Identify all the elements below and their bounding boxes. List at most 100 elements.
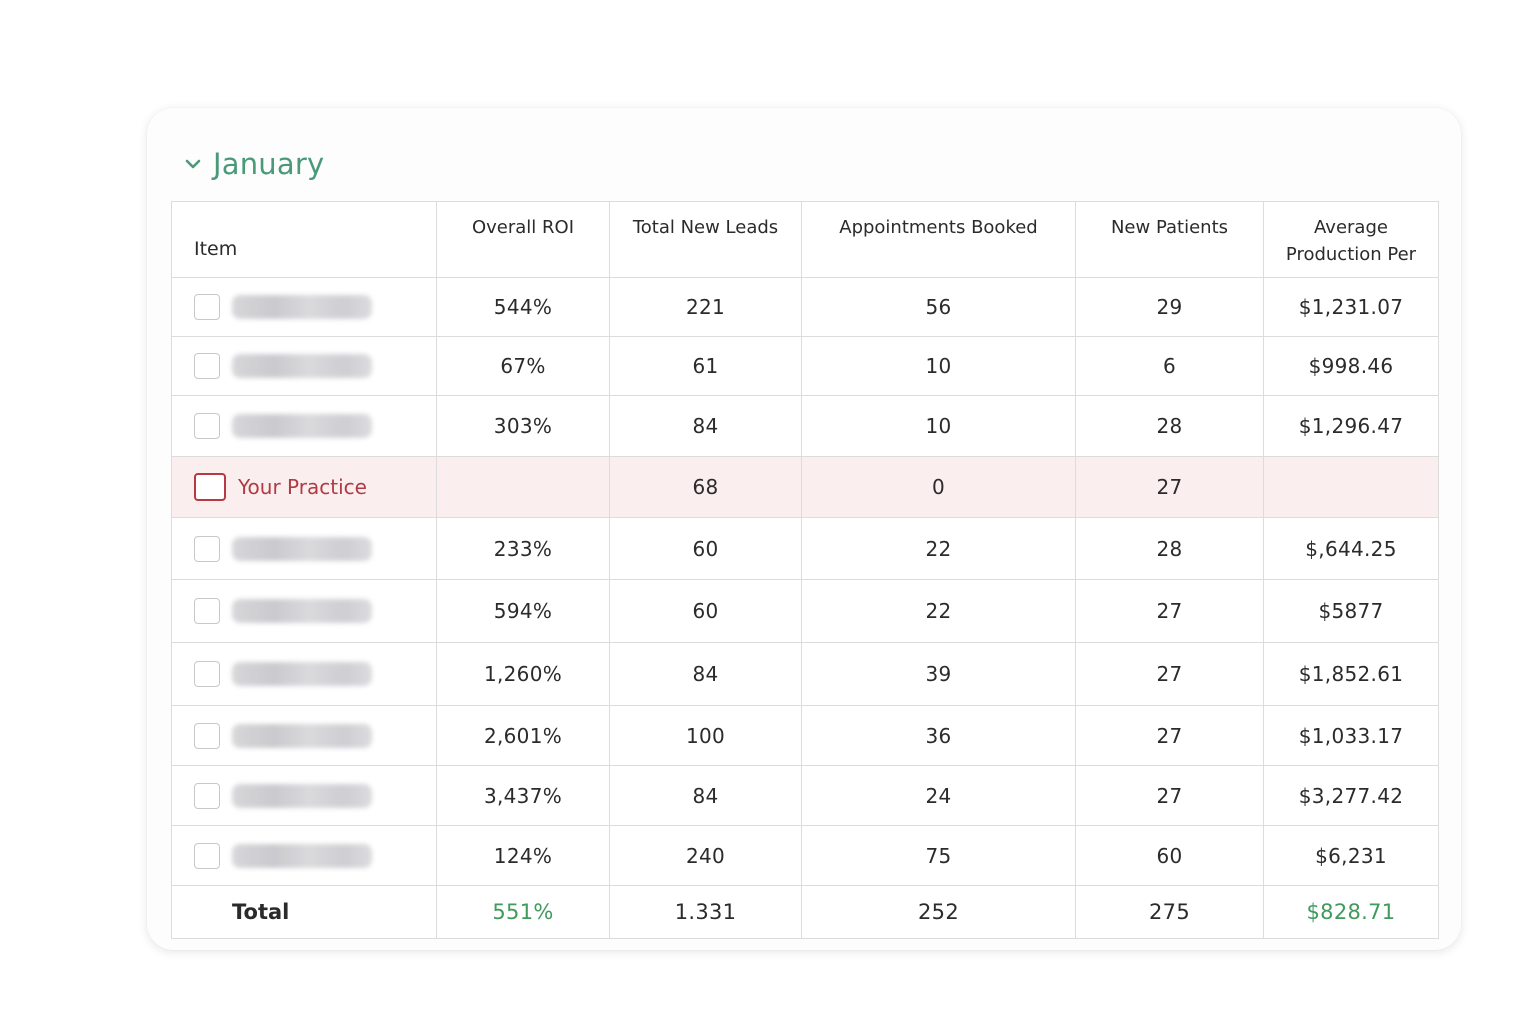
total-new-leads-cell: 61 (609, 336, 802, 396)
table-row[interactable]: 1,260% 84 39 27 $1,852.61 (171, 642, 1439, 706)
row-checkbox[interactable] (194, 473, 226, 501)
average-production-cell: $1,231.07 (1263, 277, 1439, 337)
total-new-leads-cell: 240 (609, 825, 802, 886)
overall-roi-cell: 233% (436, 517, 610, 580)
total-new-leads-cell: 84 (609, 395, 802, 457)
row-checkbox[interactable] (194, 661, 220, 687)
redacted-item-name (232, 599, 372, 623)
average-production-cell: $,644.25 (1263, 517, 1439, 580)
row-checkbox[interactable] (194, 535, 220, 562)
row-checkbox[interactable] (194, 842, 220, 869)
item-cell (171, 277, 437, 337)
appointments-booked-cell: 56 (801, 277, 1076, 337)
overall-roi-cell (436, 456, 610, 518)
average-production-cell (1263, 456, 1439, 518)
table-row[interactable]: 67% 61 10 6 $998.46 (171, 336, 1439, 396)
appointments-booked-cell: 39 (801, 642, 1076, 706)
total-new-leads-cell: 84 (609, 642, 802, 706)
row-checkbox[interactable] (194, 722, 220, 749)
appointments-booked-cell: 22 (801, 579, 1076, 643)
table-row[interactable]: 303% 84 10 28 $1,296.47 (171, 395, 1439, 457)
new-patients-cell: 28 (1075, 395, 1264, 457)
row-checkbox[interactable] (194, 413, 220, 439)
overall-roi-cell: 3,437% (436, 765, 610, 826)
total-new-leads-cell: 84 (609, 765, 802, 826)
redacted-item-name (232, 354, 372, 378)
total-new-leads-cell: 60 (609, 517, 802, 580)
overall-roi-cell: 124% (436, 825, 610, 886)
total-avg-production: $828.71 (1263, 885, 1439, 939)
section-title: January (213, 147, 325, 181)
appointments-booked-cell: 22 (801, 517, 1076, 580)
appointments-booked-cell: 24 (801, 765, 1076, 826)
chevron-down-icon (185, 159, 201, 169)
average-production-cell: $1,296.47 (1263, 395, 1439, 457)
row-checkbox[interactable] (194, 782, 220, 809)
appointments-booked-cell: 10 (801, 395, 1076, 457)
table-row[interactable]: 124% 240 75 60 $6,231 (171, 825, 1439, 886)
section-toggle[interactable]: January (183, 142, 324, 186)
table-row[interactable]: 233% 60 22 28 $,644.25 (171, 517, 1439, 580)
leads-table: Item Overall ROI Total New Leads Appoint… (171, 201, 1439, 939)
average-production-cell: $5877 (1263, 579, 1439, 643)
item-cell (171, 336, 437, 396)
item-cell (171, 825, 437, 886)
new-patients-cell: 27 (1075, 642, 1264, 706)
table-total-row: Total 551% 1.331 252 275 $828.71 (171, 885, 1439, 939)
overall-roi-cell: 594% (436, 579, 610, 643)
item-cell (171, 517, 437, 580)
item-cell (171, 642, 437, 706)
average-production-cell: $3,277.42 (1263, 765, 1439, 826)
new-patients-cell: 27 (1075, 456, 1264, 518)
total-new-leads-cell: 60 (609, 579, 802, 643)
column-header-new-patients[interactable]: New Patients (1075, 201, 1264, 278)
item-cell (171, 705, 437, 766)
overall-roi-cell: 303% (436, 395, 610, 457)
table-row[interactable]: 594% 60 22 27 $5877 (171, 579, 1439, 643)
table-row[interactable]: 2,601% 100 36 27 $1,033.17 (171, 705, 1439, 766)
column-header-item[interactable]: Item (171, 201, 437, 278)
overall-roi-cell: 2,601% (436, 705, 610, 766)
total-new-leads-cell: 68 (609, 456, 802, 518)
new-patients-cell: 29 (1075, 277, 1264, 337)
appointments-booked-cell: 75 (801, 825, 1076, 886)
item-cell (171, 579, 437, 643)
average-production-cell: $1,852.61 (1263, 642, 1439, 706)
redacted-item-name (232, 783, 372, 808)
item-cell: Your Practice (171, 456, 437, 518)
january-report-card: January Item Overall ROI Total New Leads… (147, 108, 1461, 950)
column-header-overall-roi[interactable]: Overall ROI (436, 201, 610, 278)
row-checkbox[interactable] (194, 294, 220, 320)
total-appointments: 252 (801, 885, 1076, 939)
overall-roi-cell: 67% (436, 336, 610, 396)
new-patients-cell: 27 (1075, 765, 1264, 826)
column-header-total-new-leads[interactable]: Total New Leads (609, 201, 802, 278)
appointments-booked-cell: 10 (801, 336, 1076, 396)
average-production-cell: $1,033.17 (1263, 705, 1439, 766)
item-cell (171, 765, 437, 826)
redacted-item-name (232, 662, 372, 686)
redacted-item-name (232, 536, 372, 561)
average-production-cell: $6,231 (1263, 825, 1439, 886)
redacted-item-name (232, 723, 372, 748)
table-row[interactable]: 544% 221 56 29 $1,231.07 (171, 277, 1439, 337)
total-leads: 1.331 (609, 885, 802, 939)
table-row-your-practice[interactable]: Your Practice 68 0 27 (171, 456, 1439, 518)
row-checkbox[interactable] (194, 598, 220, 624)
item-name: Your Practice (238, 475, 367, 499)
new-patients-cell: 27 (1075, 705, 1264, 766)
redacted-item-name (232, 414, 372, 438)
column-header-average-production[interactable]: Average Production Per (1263, 201, 1439, 278)
total-new-leads-cell: 100 (609, 705, 802, 766)
total-roi: 551% (436, 885, 610, 939)
appointments-booked-cell: 36 (801, 705, 1076, 766)
overall-roi-cell: 1,260% (436, 642, 610, 706)
table-row[interactable]: 3,437% 84 24 27 $3,277.42 (171, 765, 1439, 826)
new-patients-cell: 28 (1075, 517, 1264, 580)
row-checkbox[interactable] (194, 353, 220, 379)
total-new-leads-cell: 221 (609, 277, 802, 337)
new-patients-cell: 27 (1075, 579, 1264, 643)
appointments-booked-cell: 0 (801, 456, 1076, 518)
item-cell (171, 395, 437, 457)
column-header-appointments-booked[interactable]: Appointments Booked (801, 201, 1076, 278)
